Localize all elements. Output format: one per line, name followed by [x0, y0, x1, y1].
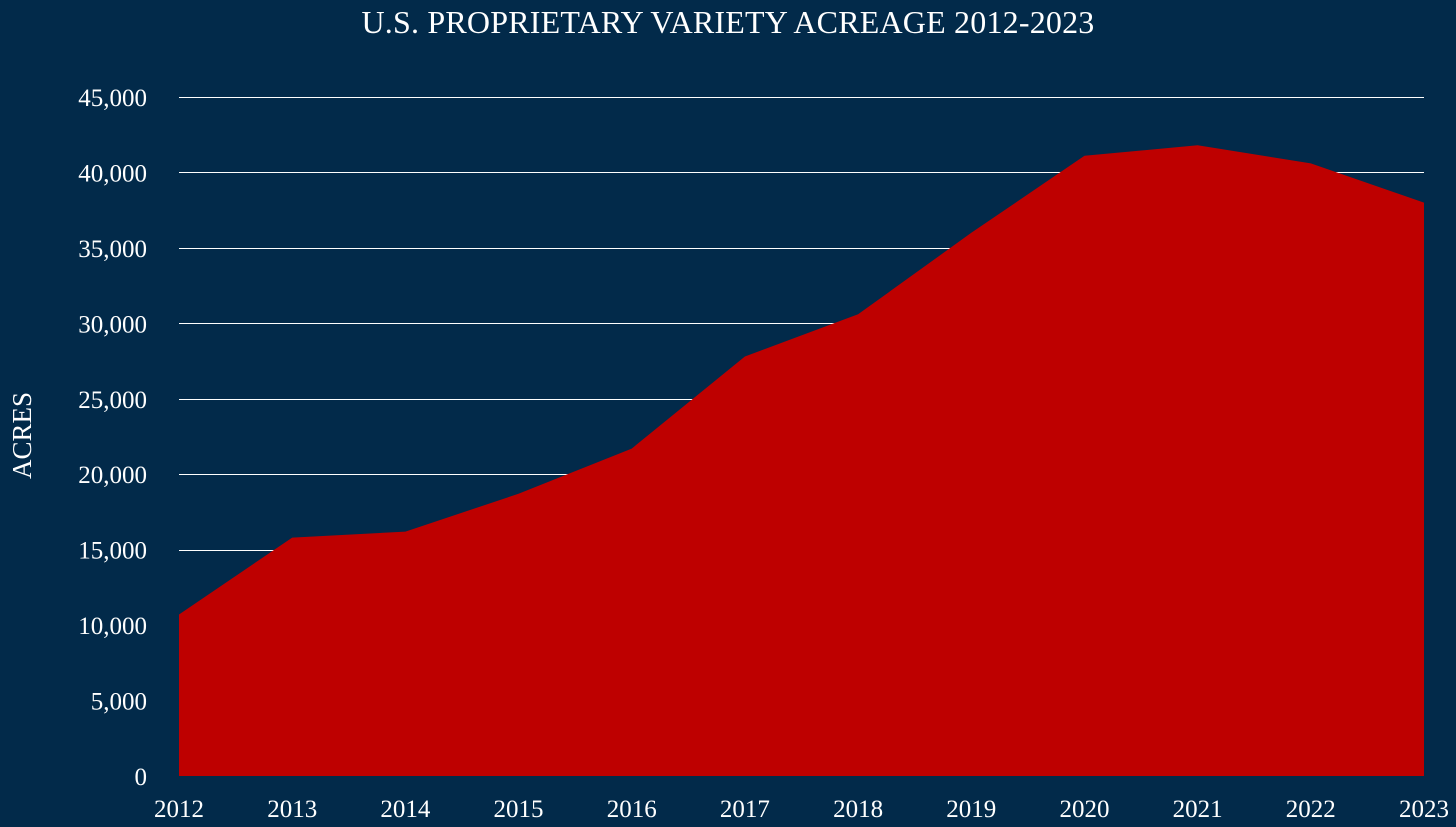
- x-tick-label: 2014: [380, 796, 431, 823]
- x-tick-label: 2021: [1173, 796, 1223, 823]
- x-tick-label: 2018: [833, 796, 883, 823]
- x-tick-label: 2020: [1060, 796, 1110, 823]
- x-tick-label: 2016: [607, 796, 657, 823]
- y-tick-label: 0: [135, 764, 148, 791]
- y-tick-label: 10,000: [78, 613, 147, 640]
- x-tick-label: 2015: [494, 796, 544, 823]
- x-tick-label: 2012: [154, 796, 204, 823]
- x-tick-label: 2019: [946, 796, 996, 823]
- y-tick-label: 40,000: [78, 160, 147, 187]
- y-axis-ticks: 0 5,000 10,000 15,000 20,000 25,000 30,000 35,0…: [78, 85, 147, 791]
- y-tick-label: 35,000: [78, 236, 147, 263]
- x-tick-label: 2017: [720, 796, 770, 823]
- x-tick-label: 2023: [1399, 796, 1449, 823]
- y-tick-label: 5,000: [91, 689, 147, 716]
- y-tick-label: 25,000: [78, 387, 147, 414]
- y-tick-label: 15,000: [78, 538, 147, 565]
- y-tick-label: 45,000: [78, 85, 147, 112]
- y-tick-label: 20,000: [78, 462, 147, 489]
- x-tick-label: 2022: [1286, 796, 1336, 823]
- area-series: [179, 145, 1424, 777]
- x-axis-ticks: 2012 2013 2014 2015 2016 2017 2018 2019 2020 2021…: [154, 796, 1449, 823]
- area-fill: [179, 145, 1424, 777]
- y-axis-label: ACRES: [7, 392, 37, 479]
- chart-title: U.S. PROPRIETARY VARIETY ACREAGE 2012-20…: [361, 4, 1095, 40]
- x-tick-label: 2013: [267, 796, 317, 823]
- y-tick-label: 30,000: [78, 311, 147, 338]
